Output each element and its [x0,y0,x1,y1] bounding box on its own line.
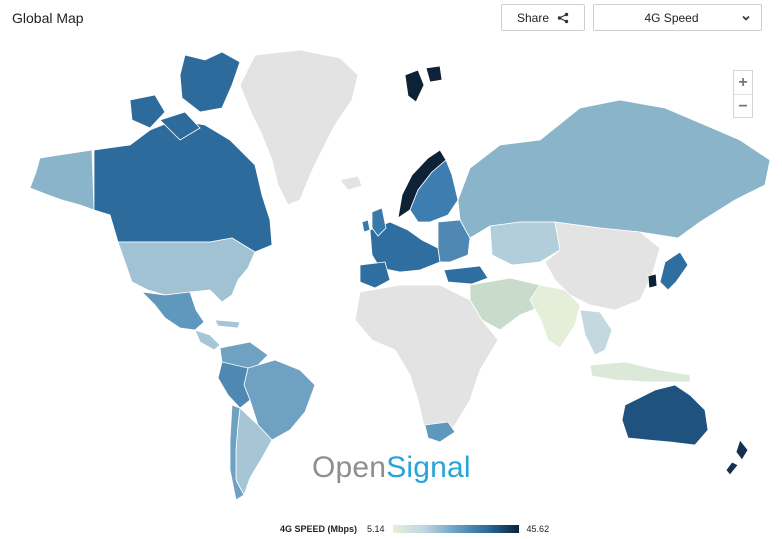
region-central-america[interactable] [194,319,241,351]
region-uk-ireland[interactable] [361,207,387,237]
chevron-down-icon [741,15,750,21]
region-greenland[interactable] [239,49,359,206]
region-peru-bolivia[interactable] [217,361,251,409]
region-africa[interactable] [354,284,499,441]
legend-max: 45.62 [526,524,550,534]
region-south-africa[interactable] [424,421,456,443]
zoom-control: + − [733,70,753,118]
map-legend: 4G SPEED (Mbps) 5.14 45.62 [280,522,549,536]
legend-label: 4G SPEED (Mbps) [280,524,358,534]
region-mexico[interactable] [140,291,205,331]
share-icon [557,12,569,23]
share-button[interactable]: Share [501,4,585,31]
region-canada-islands[interactable] [129,51,241,141]
region-indonesia[interactable] [589,361,691,383]
region-svalbard[interactable] [404,65,443,103]
region-india[interactable] [529,284,581,349]
region-usa[interactable] [117,237,256,303]
region-iberia[interactable] [359,261,391,289]
region-japan[interactable] [659,251,689,291]
region-new-zealand[interactable] [725,439,749,476]
region-central-asia[interactable] [489,221,561,266]
zoom-in-button[interactable]: + [738,73,748,91]
region-russia[interactable] [457,99,771,239]
region-chile[interactable] [229,404,245,501]
region-china-mongolia[interactable] [544,221,661,311]
region-canada[interactable] [93,119,273,253]
metric-select-value: 4G Speed [644,10,699,25]
region-turkey[interactable] [443,265,489,285]
logo-part-open: Open [312,451,387,484]
metric-select[interactable]: 4G Speed [593,4,762,31]
logo-part-signal: Signal [386,451,471,484]
share-label: Share [516,10,550,25]
region-alaska[interactable] [29,149,95,211]
legend-min: 5.14 [367,524,385,534]
region-iceland[interactable] [339,175,363,191]
region-australia[interactable] [621,384,709,446]
region-sweden-finland[interactable] [409,159,459,223]
zoom-out-button[interactable]: − [734,94,752,118]
legend-gradient [392,525,519,533]
region-southeast-asia[interactable] [579,309,613,356]
region-south-korea[interactable] [647,273,658,289]
page-title: Global Map [12,10,84,26]
opensignal-logo: OpenSignal [312,451,471,485]
